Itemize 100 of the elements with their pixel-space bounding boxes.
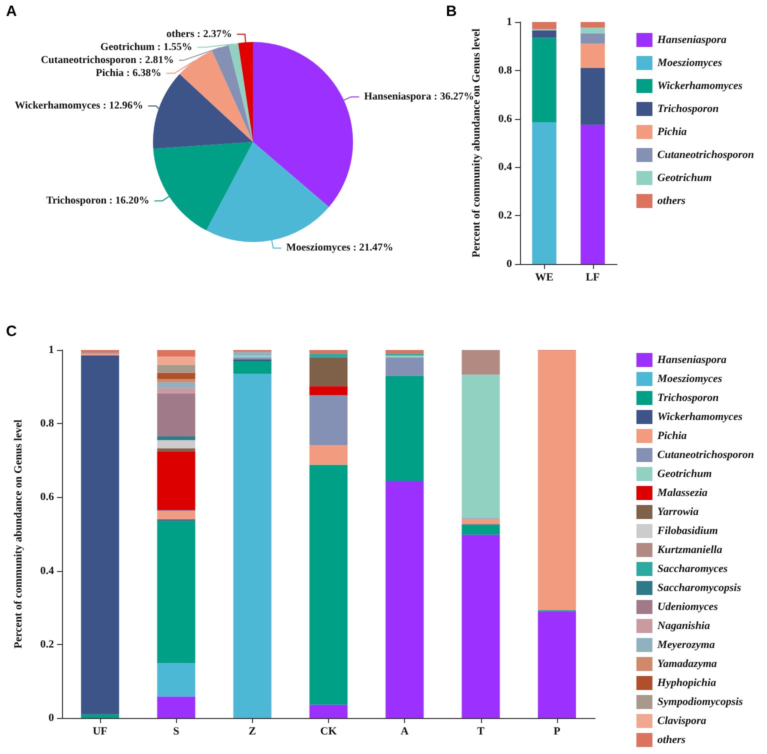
legend-label: Trichosporon <box>657 392 719 404</box>
legend-label: Kurtzmaniella <box>656 544 723 556</box>
y-tick-label: 0.6 <box>498 112 512 125</box>
legend-label: Filobasidium <box>656 525 718 537</box>
slice-label: others : 2.37% <box>166 28 232 40</box>
text: B <box>446 3 457 20</box>
legend-label: Hyphopichia <box>656 677 717 689</box>
legend-label: Saccharomyces <box>657 563 728 575</box>
legend-label: Yamadazyma <box>657 658 718 670</box>
bar <box>580 68 605 125</box>
bar <box>309 354 348 358</box>
slice-label: Wickerhamomyces : 12.96% <box>14 100 144 112</box>
legend-label: Cutaneotrichosporon <box>657 149 754 161</box>
bar <box>580 124 605 264</box>
legend-label: Wickerhamomyces <box>657 411 743 423</box>
bar <box>386 481 424 718</box>
y-tick-label: 0.2 <box>40 638 54 650</box>
legend-label: Sympodiomycopsis <box>657 696 743 708</box>
bar <box>538 611 576 718</box>
legend-label: Moesziomyces <box>656 57 722 69</box>
y-tick-label: 0.6 <box>40 491 54 504</box>
bar <box>386 376 424 482</box>
y-tick-label: 0.8 <box>498 64 512 76</box>
bar <box>309 704 348 718</box>
y-tick-label: 1 <box>506 16 512 28</box>
legend-label: Wickerhamomyces <box>657 80 743 92</box>
legend-label: Meyerozyma <box>656 639 716 651</box>
bar <box>157 451 196 510</box>
bar <box>309 357 348 386</box>
bar <box>580 33 605 44</box>
bar <box>462 374 500 518</box>
x-tick-label: WE <box>535 272 554 284</box>
bar <box>157 379 196 382</box>
bar <box>157 382 196 388</box>
y-tick-label: 0 <box>506 258 512 270</box>
legend-label: Geotrichum <box>657 468 712 480</box>
x-tick-label: T <box>477 726 486 738</box>
legend-label: Clavispora <box>657 715 707 727</box>
legend-label: Hanseniaspora <box>656 354 727 366</box>
bar <box>81 350 120 353</box>
y-axis-title: Percent of community abundance on Genus level <box>12 420 24 648</box>
slice-label: Geotrichum : 1.55% <box>100 42 192 53</box>
x-tick-label: LF <box>586 272 600 284</box>
bar <box>81 714 120 718</box>
bar <box>157 364 196 373</box>
bar <box>233 352 272 356</box>
slice-label: Cutaneotrichosporon : 2.81% <box>40 54 174 66</box>
y-tick-label: 0.4 <box>40 564 54 577</box>
bar <box>157 393 196 436</box>
legend-label: Udeniomyces <box>657 601 718 613</box>
y-tick-label: 1 <box>48 344 54 356</box>
legend-label: Malassezia <box>656 487 708 499</box>
bar <box>157 663 196 697</box>
bar <box>462 534 500 718</box>
x-tick-label: CK <box>320 726 338 738</box>
legend-label: Cutaneotrichosporon <box>657 449 754 461</box>
bar <box>157 436 196 440</box>
legend-label: Trichosporon <box>657 103 719 115</box>
bar <box>157 388 196 394</box>
bar <box>538 350 576 610</box>
bar <box>157 520 196 664</box>
legend-label: others <box>657 734 686 746</box>
bar <box>532 30 556 38</box>
bar <box>580 22 605 28</box>
slice-label: Hanseniaspora : 36.27% <box>364 91 474 102</box>
legend-label: Naganishia <box>656 620 710 632</box>
bar <box>81 356 120 714</box>
x-tick-label: P <box>554 726 561 738</box>
slice-label: Moesziomyces : 21.47% <box>286 242 394 254</box>
text: C <box>6 323 17 340</box>
bar <box>157 696 196 718</box>
legend-label: Yarrowia <box>657 506 700 518</box>
bar <box>532 122 556 264</box>
bar <box>309 445 348 465</box>
bar <box>386 350 424 354</box>
bar <box>309 464 348 705</box>
legend-label: Hanseniaspora <box>656 34 727 46</box>
bar <box>157 350 196 357</box>
bar <box>532 22 556 30</box>
bar <box>580 44 605 68</box>
y-tick-label: 0.4 <box>498 161 512 174</box>
bar <box>157 511 196 520</box>
slice-label: Pichia : 6.38% <box>96 68 162 79</box>
legend-label: Saccharomycopsis <box>657 582 742 594</box>
legend-label: Moesziomyces <box>656 373 722 385</box>
bar <box>157 372 196 380</box>
x-tick-label: Z <box>248 726 256 738</box>
bar <box>309 350 348 354</box>
bar <box>233 361 272 374</box>
legend-label: Geotrichum <box>657 172 712 184</box>
legend-label: Pichia <box>657 126 688 138</box>
bar <box>309 395 348 446</box>
y-tick-label: 0.8 <box>40 418 54 430</box>
legend-label: others <box>657 195 686 207</box>
bar <box>386 357 424 376</box>
bar <box>157 356 196 365</box>
slice-label: Trichosporon : 16.20% <box>46 195 150 206</box>
x-tick-label: A <box>400 726 409 738</box>
bar <box>462 350 500 375</box>
legend-label: Pichia <box>657 430 688 442</box>
